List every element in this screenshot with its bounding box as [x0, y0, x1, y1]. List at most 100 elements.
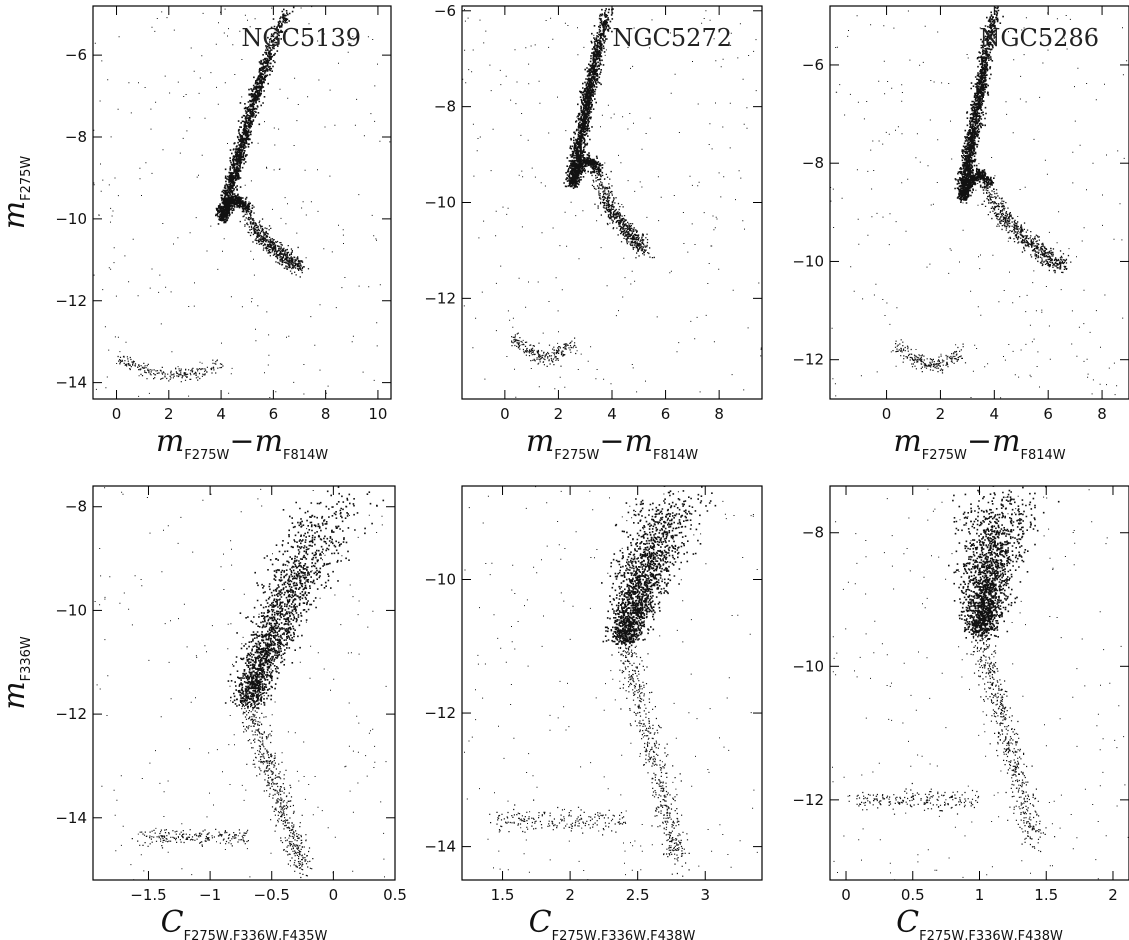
x-tick-label: 2 — [554, 405, 564, 423]
star-points — [93, 6, 391, 398]
cluster-name: NGC5286 — [979, 24, 1099, 52]
x-label-sub: F275W — [922, 448, 967, 463]
ticks: 0 2 4 6 8 −6 −8 −10 −12 — [792, 6, 1129, 423]
y-tick-label: −10 — [424, 570, 456, 588]
x-tick-label: 8 — [321, 405, 331, 423]
x-label-op: − — [967, 424, 992, 459]
y-axis-label: mF336W — [0, 636, 34, 710]
y-axis-label: mF275W — [0, 156, 34, 230]
star-points — [94, 486, 387, 880]
x-tick-label: 0 — [329, 886, 339, 904]
x-axis-label: CF275W,F336W,F438W — [529, 905, 696, 940]
x-tick-label: 8 — [1097, 405, 1107, 423]
x-label-main2: m — [255, 424, 283, 459]
x-tick-label: 2.5 — [626, 886, 650, 904]
x-tick-label: 6 — [661, 405, 671, 423]
y-tick-label: −12 — [55, 705, 87, 723]
x-label-main2: m — [625, 424, 653, 459]
x-tick-label: −0.5 — [254, 886, 290, 904]
x-tick-label: 2 — [936, 405, 946, 423]
y-tick-label: −8 — [802, 524, 824, 542]
x-tick-label: 4 — [216, 405, 226, 423]
star-points — [830, 6, 1129, 399]
x-label-op: − — [229, 424, 254, 459]
ticks: 0 2 4 6 8 10 −6 −8 −10 −12 −14 — [55, 6, 391, 423]
cluster-name: NGC5272 — [612, 24, 732, 52]
y-tick-label: −12 — [424, 704, 456, 722]
y-tick-label: −12 — [55, 292, 87, 310]
y-tick-label: −14 — [424, 838, 456, 856]
x-tick-label: 0 — [882, 405, 892, 423]
x-label-sub: F275W,F336W,F435W — [184, 929, 328, 940]
y-tick-label: −8 — [65, 498, 87, 516]
x-axis-label: CF275W,F336W,F435W — [161, 905, 328, 940]
x-label-sub: F275W — [554, 448, 599, 463]
x-label-sub: F275W,F336W,F438W — [552, 929, 696, 940]
y-tick-label: −10 — [792, 252, 824, 270]
y-tick-label: −10 — [792, 657, 824, 675]
x-label-sub2: F814W — [283, 448, 328, 463]
y-tick-label: −10 — [55, 210, 87, 228]
y-tick-label: −6 — [434, 2, 456, 20]
panel-5: 1.5 2 2.5 3 −10 −12 −14 CF275W,F336W,F438W — [424, 485, 763, 940]
y-label-sub: F275W — [19, 156, 34, 201]
x-tick-label: 0.5 — [901, 886, 925, 904]
plot-frame — [92, 5, 392, 400]
ticks: −1.5 −1 −0.5 0 0.5 −8 −10 −12 −14 — [55, 486, 407, 904]
x-tick-label: 4 — [607, 405, 617, 423]
y-label-main: m — [0, 201, 32, 229]
star-points — [832, 486, 1129, 880]
y-tick-label: −10 — [55, 601, 87, 619]
panel-1: 0 2 4 6 8 10−6−8−10−12−14NGC5139mF275W−mF814W… — [0, 5, 392, 463]
y-tick-label: −8 — [434, 98, 456, 116]
x-tick-label: −1.5 — [130, 886, 166, 904]
x-tick-label: 2 — [1108, 886, 1118, 904]
x-axis-label: CF275W,F336W,F438W — [896, 905, 1063, 940]
ticks: 0 0.5 1 1.5 2 −8 −10 −12 — [792, 486, 1129, 904]
x-tick-label: 0.5 — [383, 886, 407, 904]
x-tick-label: 0 — [112, 405, 122, 423]
x-label-main: C — [161, 905, 184, 940]
star-points — [464, 486, 758, 880]
y-tick-label: −12 — [792, 791, 824, 809]
points-2 — [462, 8, 762, 399]
x-label-main: C — [896, 905, 919, 940]
x-label-main: m — [893, 424, 921, 459]
points-3 — [830, 6, 1129, 399]
x-tick-label: 10 — [368, 405, 387, 423]
x-tick-label: 1.5 — [1034, 886, 1058, 904]
x-label-op: − — [599, 424, 624, 459]
y-label-main: m — [0, 681, 32, 709]
plot-frame — [92, 485, 396, 881]
ticks: 0 2 4 6 8 −6 −8 −10 −12 — [424, 2, 762, 423]
y-label-sub: F336W — [19, 636, 34, 681]
x-label-main: C — [529, 905, 552, 940]
points-5 — [464, 486, 758, 880]
points-4 — [94, 486, 387, 880]
x-tick-label: 3 — [700, 886, 710, 904]
panel-6: 0 0.5 1 1.5 2 −8 −10 −12 CF275W,F336W,F438W — [792, 485, 1129, 940]
y-tick-label: −6 — [65, 46, 87, 64]
x-tick-label: 4 — [990, 405, 1000, 423]
x-tick-label: 2 — [164, 405, 174, 423]
x-label-sub2: F814W — [653, 448, 698, 463]
x-axis-label: mF275W−mF814W — [156, 424, 328, 463]
plot-frame — [829, 5, 1129, 400]
points-1 — [93, 6, 391, 398]
x-axis-label: mF275W−mF814W — [526, 424, 698, 463]
plot-frame — [461, 485, 763, 881]
x-tick-label: 1.5 — [491, 886, 515, 904]
x-tick-label: 8 — [714, 405, 724, 423]
y-tick-label: −14 — [55, 374, 87, 392]
y-tick-label: −8 — [802, 154, 824, 172]
y-tick-label: −14 — [55, 809, 87, 827]
x-tick-label: 6 — [1043, 405, 1053, 423]
x-label-main2: m — [992, 424, 1020, 459]
points-6 — [832, 486, 1129, 880]
x-label-main: m — [526, 424, 554, 459]
y-tick-label: −6 — [802, 56, 824, 74]
x-label-main: m — [156, 424, 184, 459]
